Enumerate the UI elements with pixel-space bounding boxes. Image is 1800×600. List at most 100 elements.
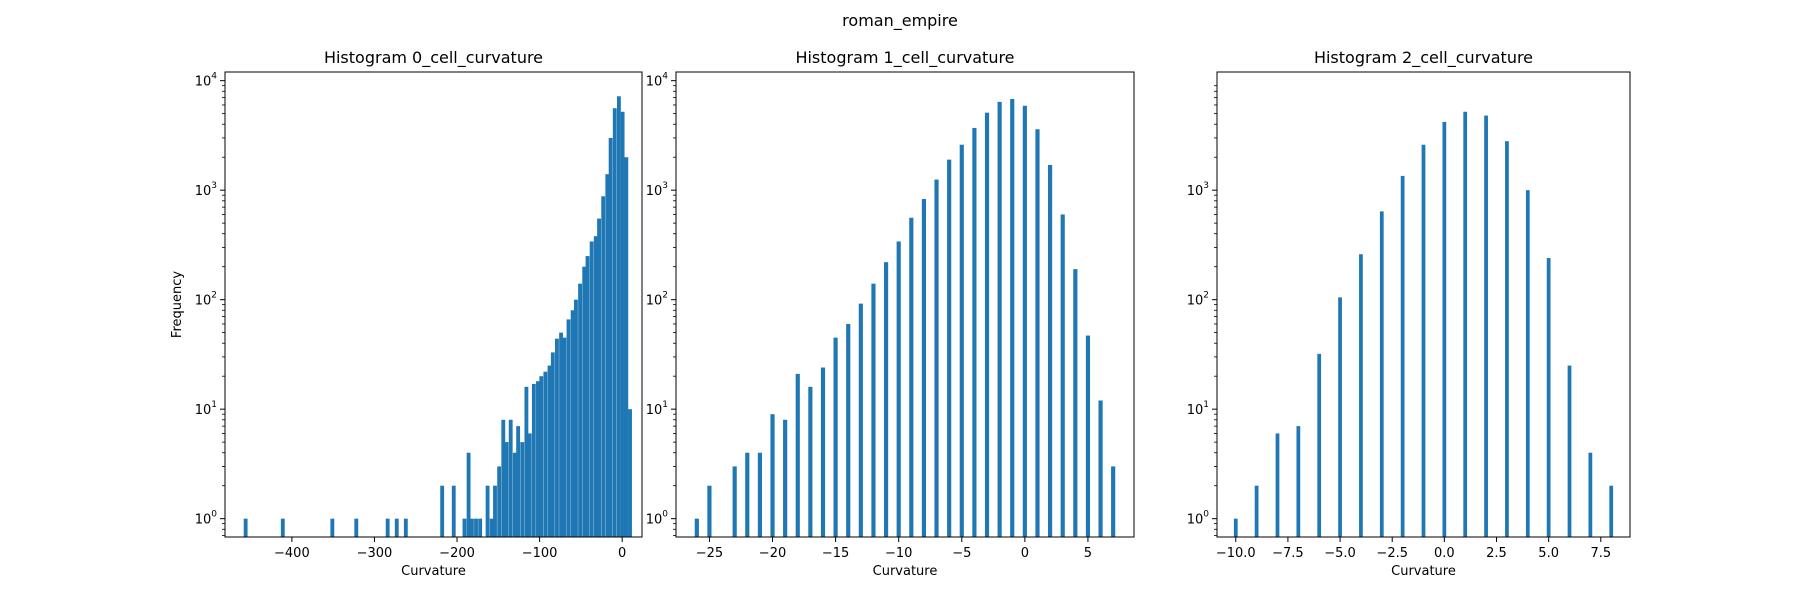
histogram-bar [593, 236, 598, 537]
x-tick-label: −10 [885, 546, 912, 561]
histogram-bar [574, 299, 578, 537]
x-tick-label: −400 [274, 546, 310, 561]
histogram-bar [440, 485, 445, 537]
y-tick-label: 104 [646, 72, 669, 90]
histogram-bar [858, 303, 863, 537]
histogram-bar [385, 518, 390, 537]
histogram-bar [608, 137, 613, 538]
histogram-bar [520, 442, 525, 537]
y-tick-label: 103 [646, 181, 668, 199]
histogram-bar [1609, 485, 1614, 537]
histogram-bar [585, 256, 590, 537]
histogram-bar [757, 452, 762, 537]
histogram-bar [504, 442, 509, 537]
figure-title: roman_empire [842, 11, 958, 31]
histogram-bar [1525, 190, 1530, 538]
x-tick-label: −5.0 [1324, 546, 1356, 561]
histogram-bar [745, 452, 750, 537]
histogram-bar [934, 179, 939, 537]
histogram-bar [1275, 433, 1280, 537]
histogram-bar [1567, 365, 1572, 537]
y-tick-label: 101 [1187, 400, 1209, 418]
x-tick-label: −100 [522, 546, 558, 561]
y-tick-label: 101 [195, 400, 217, 418]
histogram-bar [770, 414, 775, 537]
histogram-bar [883, 262, 889, 537]
y-tick-label: 104 [195, 72, 218, 90]
histogram-bar [909, 217, 914, 538]
chart-panel-2: −10.0 −7.5 −5.0 −2.5 0.0 2.5 5.0 7.5 100 101 102 10… [1187, 48, 1631, 579]
histogram-bar [485, 485, 490, 537]
x-tick-label: −200 [439, 546, 475, 561]
histogram-bar [478, 518, 483, 537]
histogram-bar [1022, 105, 1027, 537]
histogram-bar [896, 241, 901, 537]
histogram-bar [1296, 426, 1301, 537]
histogram-bar [1073, 269, 1078, 537]
histogram-bar [624, 157, 629, 537]
x-tick-label: −25 [696, 546, 723, 561]
chart-title: Histogram 0_cell_curvature [324, 48, 543, 68]
histogram-bar [997, 101, 1002, 537]
histogram-bar [1111, 466, 1116, 537]
y-tick-label: 102 [646, 291, 668, 309]
histogram-bar [783, 419, 788, 537]
histogram-bar [1048, 164, 1053, 537]
x-tick-label: −7.5 [1272, 546, 1304, 561]
histogram-bar [1359, 254, 1363, 538]
x-tick-label: −15 [822, 546, 849, 561]
histogram-bar [582, 266, 587, 537]
x-axis-label: Curvature [873, 564, 938, 579]
x-tick-label: −2.5 [1376, 546, 1408, 561]
histogram-bar [330, 518, 335, 537]
histogram-bar [451, 485, 456, 537]
histogram-bar [543, 371, 548, 537]
axes-frame [675, 71, 1135, 538]
histogram-bar [1098, 400, 1103, 537]
x-axis-label: Curvature [401, 564, 466, 579]
histogram-bar [354, 518, 359, 537]
histogram-bar [1338, 297, 1342, 537]
histogram-bar [555, 338, 559, 537]
x-tick-label: −300 [357, 546, 393, 561]
histogram-bar [539, 376, 544, 537]
histogram-bar [1505, 141, 1509, 537]
histogram-bar [570, 310, 575, 537]
histogram-bar [524, 386, 529, 537]
histogram-bar [871, 283, 876, 537]
histogram-bar [732, 466, 737, 537]
x-tick-label: −20 [759, 546, 786, 561]
histogram-bar [512, 452, 517, 537]
histogram-bar [1085, 335, 1091, 537]
histogram-bar [1254, 485, 1259, 537]
histogram-bar [1442, 121, 1447, 538]
x-axis-label: Curvature [1391, 564, 1456, 579]
histogram-bar [1010, 99, 1015, 537]
y-tick-label: 100 [195, 510, 218, 528]
histogram-bar [984, 112, 990, 537]
histogram-bar [605, 174, 610, 538]
y-tick-label: 102 [195, 291, 217, 309]
histogram-bar [550, 352, 555, 537]
x-tick-label: 0 [618, 546, 626, 561]
histogram-bar [493, 485, 497, 537]
x-tick-label: 0 [1021, 546, 1029, 561]
histogram-bar [597, 218, 601, 537]
chart-title: Histogram 2_cell_curvature [1314, 48, 1533, 68]
histogram-bar [601, 196, 606, 537]
histogram-bar [620, 111, 625, 538]
histogram-bar [559, 332, 563, 537]
histogram-bar [1463, 111, 1468, 538]
histogram-bar [566, 319, 571, 537]
histogram-bar [462, 518, 467, 537]
y-axis-label: Frequency [170, 271, 185, 338]
histogram-bar [1421, 144, 1426, 538]
chart-panel-1: −25 −20 −15 −10 −5 0 5 100 101 102 103 104 Histogram… [646, 48, 1135, 579]
histogram-bar [474, 518, 478, 537]
histogram-bar [489, 518, 494, 537]
y-tick-label: 100 [646, 510, 669, 528]
y-tick-label: 103 [195, 181, 217, 199]
x-tick-label: 5.0 [1538, 546, 1559, 561]
histogram-bar [527, 433, 532, 537]
